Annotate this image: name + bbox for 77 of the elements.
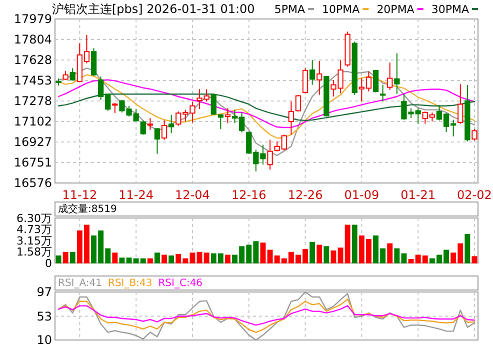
bar — [225, 254, 230, 264]
candlestick — [70, 68, 76, 82]
y-tick-label: 16751 — [14, 156, 52, 170]
candlestick — [154, 128, 160, 154]
candlestick — [90, 48, 97, 76]
candlestick — [224, 108, 231, 124]
bar — [472, 256, 478, 264]
candlestick — [147, 118, 153, 130]
candlestick — [394, 52, 400, 94]
x-tick-label: 01-09 — [344, 188, 380, 202]
bar — [310, 242, 316, 264]
chart-title: 成交量:8519 — [58, 203, 117, 215]
x-tick-label: 12-26 — [288, 188, 323, 202]
x-tick-label: 11-12 — [62, 188, 98, 202]
series-label: RSI_A:41 — [58, 278, 102, 289]
y-tick-label: 97 — [36, 285, 52, 299]
line-series — [58, 298, 476, 333]
y-tick-label: 16576 — [14, 176, 52, 190]
x-tick-label: 11-24 — [118, 188, 154, 202]
bar — [316, 244, 322, 264]
candlestick — [168, 114, 174, 134]
bar — [112, 252, 118, 264]
candlestick — [310, 59, 316, 86]
bar — [330, 250, 336, 264]
legend-label: 5PMA — [274, 3, 306, 16]
line-series — [58, 305, 476, 326]
candlestick — [387, 62, 393, 90]
candlestick — [140, 120, 146, 136]
x-tick-label: 01-21 — [400, 188, 436, 202]
x-tick-label: 02-02 — [457, 188, 492, 202]
candlestick — [316, 60, 322, 96]
bar — [62, 252, 68, 264]
y-tick-label: 1.58万 — [16, 246, 52, 259]
candlestick — [458, 84, 464, 124]
bar — [260, 242, 266, 264]
x-tick-label: 12-04 — [175, 188, 210, 202]
bar — [119, 258, 125, 264]
y-tick-label: 53 — [36, 309, 52, 324]
bar — [168, 255, 174, 264]
bar — [387, 243, 393, 264]
y-tick-label: 17979 — [14, 12, 52, 26]
candlestick — [218, 114, 224, 130]
candlestick — [161, 120, 168, 140]
line-series — [58, 79, 476, 128]
candlestick — [112, 102, 118, 114]
candlestick — [62, 70, 68, 80]
y-tick-label: 17628 — [14, 53, 52, 68]
y-tick-label: 6.30万 — [16, 212, 52, 225]
legend-label: 30PMA — [431, 3, 470, 16]
y-tick-label: 16927 — [14, 134, 52, 149]
bar — [56, 255, 62, 264]
text: RSI_C:46 — [158, 278, 203, 289]
bar — [352, 224, 358, 264]
bar — [464, 234, 470, 264]
text: RSI_B:43 — [108, 278, 152, 289]
candlestick — [210, 94, 216, 116]
y-tick-label: 3.15万 — [16, 234, 52, 248]
y-tick-label: 0 — [45, 257, 52, 270]
y-tick-label: 17453 — [14, 73, 52, 88]
y-tick-label: 10 — [36, 333, 52, 346]
x-tick-label: 12-16 — [231, 188, 266, 202]
candlestick — [267, 139, 273, 170]
y-tick-label: 17102 — [14, 114, 52, 129]
bar — [324, 246, 330, 264]
legend-label: 20PMA — [376, 3, 415, 16]
bar — [147, 258, 153, 264]
bar — [162, 254, 167, 264]
legend-label: 10PMA — [322, 3, 360, 16]
candlestick — [372, 69, 379, 94]
candlestick — [380, 84, 386, 102]
chart-title: 沪铝次主连[pbs] 2026-01-31 01:00 — [52, 2, 255, 16]
y-tick-label: 4.73万 — [16, 223, 52, 236]
candlestick — [302, 68, 308, 94]
y-tick-label: 17804 — [14, 32, 52, 46]
y-tick-label: 17278 — [14, 94, 52, 108]
bar — [154, 252, 160, 264]
bar — [70, 252, 76, 264]
